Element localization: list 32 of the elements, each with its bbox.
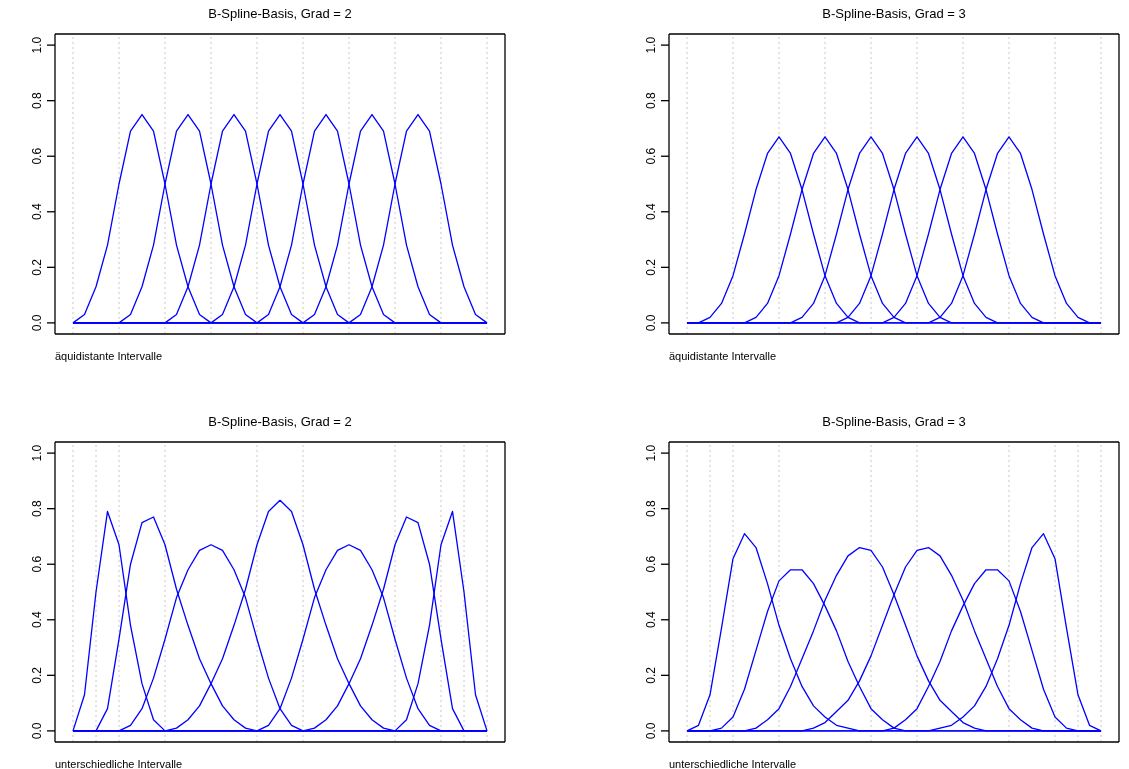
text: unterschiedliche Intervalle [55,758,183,769]
text: äquidistante Intervalle [669,350,777,362]
y-tick-label: 0.0 [30,314,44,332]
y-tick-label: 1.0 [30,444,44,462]
y-tick-label: 0.2 [644,258,658,276]
text: äquidistante Intervalle [55,350,163,362]
y-tick-label: 0.0 [30,722,44,740]
chart-title: B-Spline-Basis, Grad = 2 [207,6,353,21]
y-tick-label: 0.4 [644,203,658,221]
y-tick-label: 0.4 [30,611,44,629]
y-tick-label: 0.0 [644,722,658,740]
chart-title: B-Spline-Basis, Grad = 3 [821,6,967,21]
y-tick-label: 0.8 [644,92,658,110]
y-tick-label: 0.4 [30,203,44,221]
y-tick-label: 0.8 [30,92,44,110]
text: unterschiedliche Intervalle [669,758,797,769]
y-tick-label: 0.6 [644,555,658,573]
y-tick-label: 0.2 [30,666,44,684]
y-tick-label: 1.0 [644,444,658,462]
y-tick-label: 1.0 [644,36,658,54]
chart-title: B-Spline-Basis, Grad = 2 [207,414,353,429]
y-tick-label: 0.0 [644,314,658,332]
y-tick-label: 0.6 [30,555,44,573]
y-tick-label: 0.2 [30,258,44,276]
y-tick-label: 0.8 [644,500,658,518]
chart-title: B-Spline-Basis, Grad = 3 [821,414,967,429]
y-tick-label: 0.6 [30,147,44,165]
y-tick-label: 0.2 [644,666,658,684]
y-tick-label: 1.0 [30,36,44,54]
y-tick-label: 0.8 [30,500,44,518]
y-tick-label: 0.6 [644,147,658,165]
y-tick-label: 0.4 [644,611,658,629]
